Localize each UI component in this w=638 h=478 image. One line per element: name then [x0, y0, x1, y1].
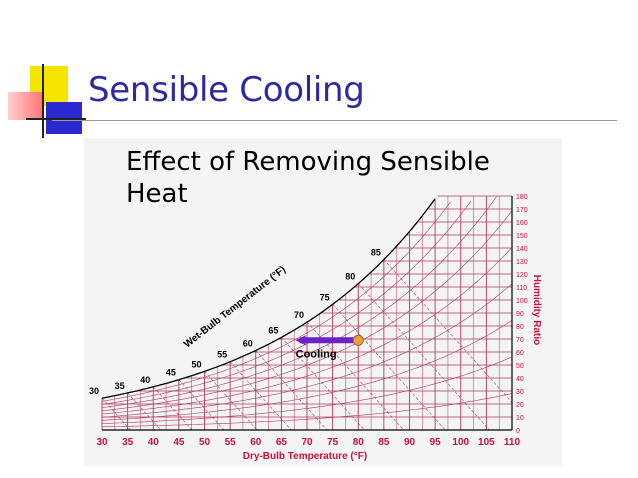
relative-humidity-curve — [101, 283, 513, 418]
saturation-temp-label: 45 — [166, 368, 176, 378]
y-tick-label: 180 — [516, 194, 528, 201]
y-tick-label: 30 — [516, 389, 524, 396]
relative-humidity-curve — [101, 210, 513, 412]
y-tick-label: 0 — [516, 428, 520, 435]
wet-bulb-line — [204, 371, 258, 431]
x-tick-label: 60 — [250, 437, 262, 448]
psychrometric-chart: 30 35 40 45 50 55 60 65 70 75 80 85 90 95 100 105 110 0 10… — [84, 138, 562, 466]
relative-humidity-curve — [101, 393, 513, 428]
x-tick-label: 30 — [96, 437, 108, 448]
y-tick-label: 10 — [516, 415, 524, 422]
wet-bulb-line — [127, 392, 162, 431]
y-tick-label: 90 — [516, 311, 524, 318]
saturation-temp-label: 85 — [371, 248, 381, 258]
chart-grid — [101, 195, 513, 431]
y-tick-label: 60 — [516, 350, 524, 357]
slide-title: Sensible Cooling — [88, 70, 365, 110]
wet-bulb-line — [281, 337, 365, 431]
x-tick-label: 35 — [122, 437, 134, 448]
x-tick-label: 70 — [301, 437, 313, 448]
y-tick-label: 20 — [516, 402, 524, 409]
relative-humidity-curve — [101, 201, 451, 402]
decor-vertical-line — [42, 64, 44, 138]
x-tick-label: 55 — [225, 437, 237, 448]
y-tick-label: 100 — [516, 298, 528, 305]
x-tick-label: 110 — [504, 437, 521, 448]
slide-subtitle: Effect of Removing Sensible Heat — [126, 146, 566, 210]
saturation-temp-label: 70 — [294, 310, 304, 320]
cooling-label: Cooling — [296, 348, 337, 360]
subtitle-line-1: Effect of Removing Sensible — [126, 147, 490, 177]
saturation-temp-label: 75 — [320, 292, 330, 302]
wet-bulb-line — [383, 259, 513, 403]
y-tick-label: 160 — [516, 220, 528, 227]
saturation-temp-label: 80 — [345, 272, 355, 282]
y-tick-label: 150 — [516, 233, 528, 240]
x-tick-label: 40 — [148, 437, 160, 448]
saturation-temp-label: 35 — [115, 381, 125, 391]
decor-red-square — [8, 92, 44, 120]
x-tick-label: 95 — [430, 437, 442, 448]
wet-bulb-line — [332, 304, 446, 431]
title-divider — [52, 120, 617, 121]
x-tick-label: 90 — [404, 437, 416, 448]
y-tick-label: 120 — [516, 272, 528, 279]
x-tick-label: 100 — [452, 437, 469, 448]
y-tick-label: 110 — [516, 285, 527, 292]
y-tick-label: 140 — [516, 246, 528, 253]
saturation-temp-label: 50 — [191, 359, 201, 369]
y-tick-label: 50 — [516, 363, 524, 370]
saturation-temp-label: 30 — [89, 386, 99, 396]
y-tick-label: 80 — [516, 324, 524, 331]
wet-bulb-line — [101, 397, 131, 431]
saturation-temp-label: 65 — [268, 325, 278, 335]
y-tick-label: 130 — [516, 259, 528, 266]
x-tick-label: 105 — [478, 437, 495, 448]
x-axis-label: Dry-Bulb Temperature (°F) — [243, 451, 367, 462]
decor-horizontal-line — [26, 118, 86, 120]
wet-bulb-axis-label: Wet-Bulb Temperature (°F) — [182, 264, 288, 350]
x-tick-label: 75 — [327, 437, 339, 448]
wet-bulb-line — [358, 283, 490, 431]
y-axis-label: Humidity Ratio — [531, 275, 542, 346]
saturation-temp-label: 55 — [217, 350, 227, 360]
wet-bulb-line — [306, 321, 404, 431]
relative-humidity-curve — [101, 196, 497, 408]
relative-humidity-curve — [101, 200, 472, 405]
x-tick-label: 85 — [378, 437, 390, 448]
x-tick-label: 65 — [276, 437, 288, 448]
saturation-temp-label: 40 — [140, 375, 150, 385]
x-tick-label: 45 — [173, 437, 185, 448]
relative-humidity-curve — [101, 356, 513, 424]
relative-humidity-curve — [101, 320, 513, 421]
wet-bulb-line — [255, 350, 328, 431]
chart-canvas: 30 35 40 45 50 55 60 65 70 75 80 85 90 95 100 105 110 0 10… — [89, 194, 542, 462]
saturation-temp-label: 60 — [243, 338, 253, 348]
state-point — [352, 334, 364, 346]
wet-bulb-line — [229, 361, 292, 431]
y-tick-label: 70 — [516, 337, 524, 344]
y-tick-label: 170 — [516, 207, 528, 214]
subtitle-line-2: Heat — [126, 179, 188, 209]
saturation-curve — [101, 198, 436, 399]
y-tick-label: 40 — [516, 376, 524, 383]
x-tick-label: 50 — [199, 437, 211, 448]
chart-ticks: 30 35 40 45 50 55 60 65 70 75 80 85 90 95 100 105 110 0 10… — [89, 194, 528, 448]
x-tick-label: 80 — [353, 437, 365, 448]
relative-humidity-curve — [101, 247, 513, 415]
